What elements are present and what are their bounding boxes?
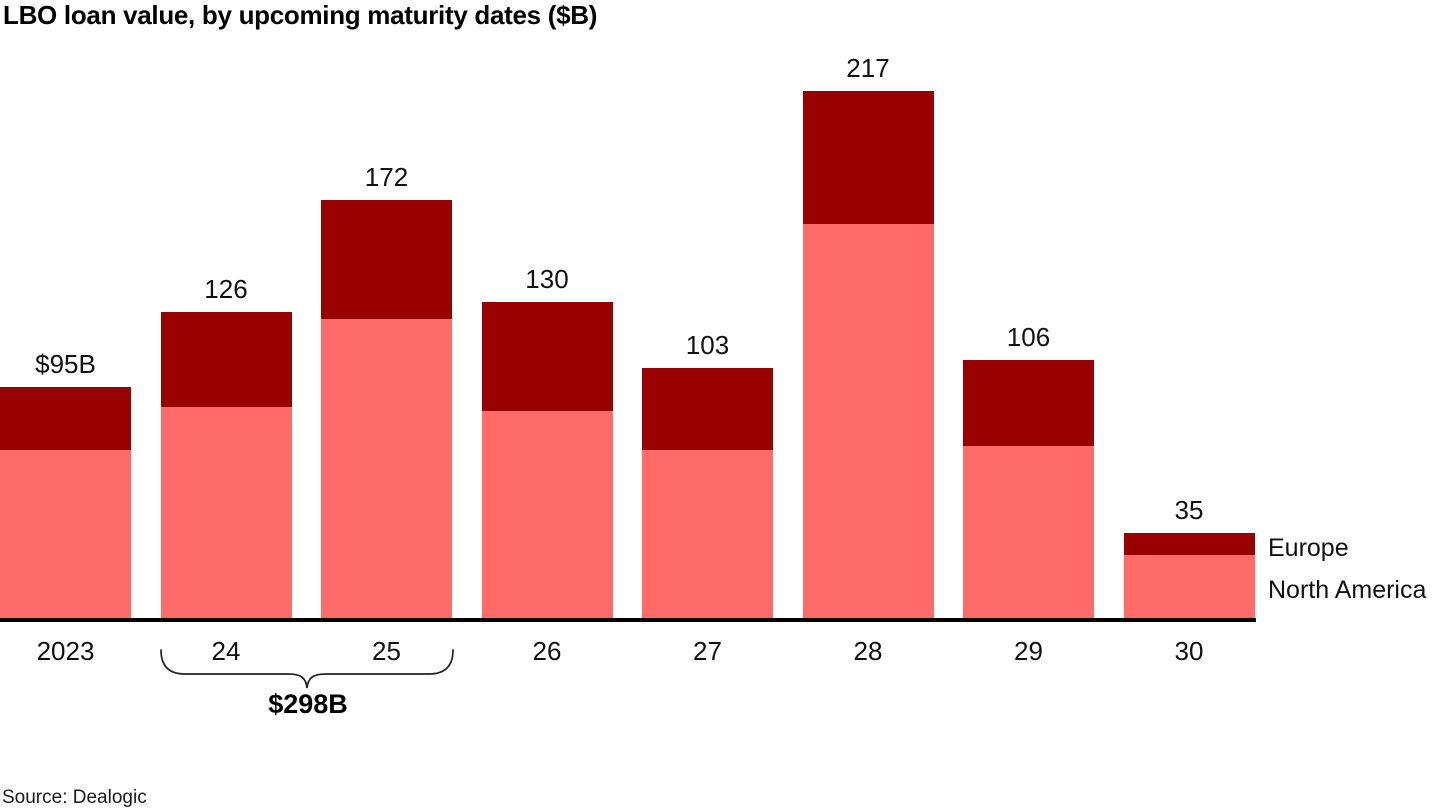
aggregate-bracket-icon [160, 649, 454, 689]
segment-europe-26 [481, 302, 613, 412]
bar-group-24 [160, 311, 292, 618]
bar-value-label-26: 130 [525, 264, 569, 295]
x-axis-line [0, 618, 1256, 622]
bar-value-label-28: 217 [846, 52, 890, 83]
segment-north-america-24 [160, 406, 292, 618]
segment-north-america-28 [802, 224, 934, 618]
bar-group-27 [642, 367, 773, 618]
x-tick-label-26: 26 [532, 636, 562, 666]
x-tick-label-27: 27 [693, 636, 722, 666]
x-tick-label-29: 29 [1014, 636, 1043, 666]
bar-value-label-24: 126 [204, 273, 248, 304]
bar-value-label-29: 106 [1006, 322, 1051, 353]
bar-value-label-27: 103 [685, 329, 730, 360]
segment-europe-2023 [0, 387, 131, 451]
chart-title: LBO loan value, by upcoming maturity dat… [3, 0, 598, 30]
segment-north-america-25 [321, 319, 452, 618]
segment-north-america-30 [1123, 554, 1255, 618]
bar-group-2023 [0, 387, 131, 618]
bar-value-label-2023: $95B [35, 349, 96, 380]
bar-value-label-25: 172 [364, 162, 409, 192]
segment-europe-28 [802, 90, 934, 225]
bar-group-25 [321, 200, 452, 618]
segment-europe-30 [1123, 532, 1255, 555]
x-tick-label-24: 24 [211, 636, 241, 666]
segment-north-america-26 [481, 411, 613, 618]
segment-north-america-2023 [0, 450, 131, 618]
bar-group-30 [1123, 532, 1255, 618]
legend-item-north-america: North America [1268, 576, 1427, 604]
segment-europe-24 [160, 311, 292, 407]
bar-group-29 [963, 360, 1094, 618]
segment-north-america-27 [642, 450, 773, 618]
bracket-sum-label: $298B [268, 689, 348, 719]
legend-item-europe: Europe [1268, 534, 1349, 562]
segment-europe-29 [963, 360, 1094, 446]
segment-europe-25 [321, 200, 452, 320]
source-attribution: Source: Dealogic [2, 787, 147, 808]
bar-value-label-30: 35 [1174, 494, 1204, 525]
x-tick-label-30: 30 [1174, 636, 1204, 666]
x-tick-label-28: 28 [853, 636, 883, 666]
segment-europe-27 [642, 367, 773, 451]
bar-group-26 [481, 302, 613, 618]
segment-north-america-29 [963, 445, 1094, 618]
bar-group-28 [802, 90, 934, 618]
x-tick-label-2023: 2023 [36, 636, 95, 666]
x-tick-label-25: 25 [372, 636, 401, 666]
